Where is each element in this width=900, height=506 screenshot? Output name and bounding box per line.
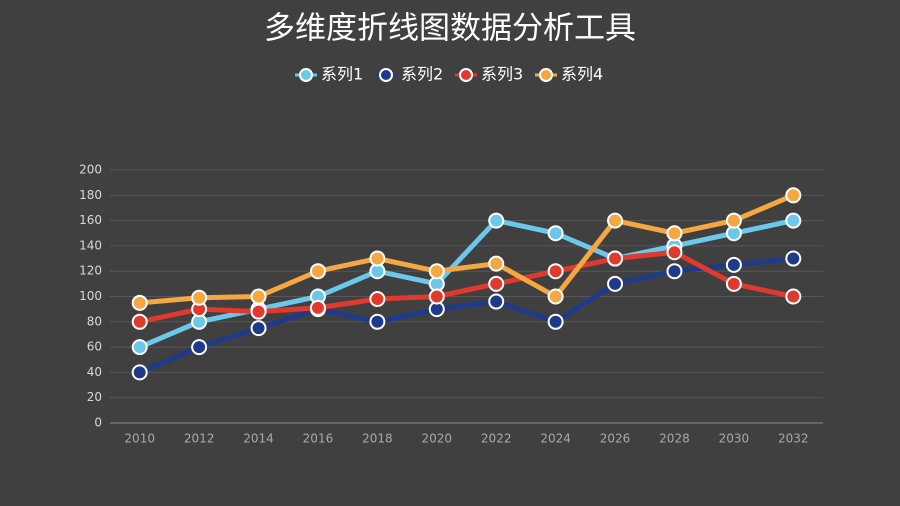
data-point [131,313,148,330]
series-line [139,192,795,306]
data-point [607,250,624,267]
legend-marker [299,68,313,82]
data-point [725,256,742,273]
data-point [666,244,683,261]
data-point [607,212,624,229]
data-point [428,288,445,305]
x-tick-label: 2010 [124,432,155,446]
y-tick-label: 0 [94,416,102,430]
y-tick-label: 140 [79,238,102,252]
data-point [666,225,683,242]
data-point [250,320,267,337]
data-point [785,288,802,305]
data-point [131,364,148,381]
y-tick-label: 80 [87,314,102,328]
x-tick-label: 2014 [243,432,274,446]
data-point [191,289,208,306]
data-point [607,275,624,292]
y-tick-label: 120 [79,264,102,278]
data-point [547,313,564,330]
x-tick-label: 2030 [719,432,750,446]
series-line [138,256,794,375]
data-point [725,212,742,229]
y-tick-label: 40 [87,365,102,379]
data-point [309,299,326,316]
legend-marker [539,68,553,82]
x-tick-label: 2026 [600,432,631,446]
data-point [488,212,505,229]
y-tick-label: 20 [87,390,102,404]
data-point [191,339,208,356]
data-point [785,212,802,229]
y-tick-label: 200 [79,163,102,177]
x-tick-label: 2032 [778,432,809,446]
y-tick-label: 180 [79,188,102,202]
x-tick-label: 2022 [481,432,512,446]
data-point [250,288,267,305]
data-point [547,263,564,280]
series-line [139,249,794,325]
legend-label: 系列3 [481,65,523,84]
x-tick-label: 2016 [303,432,334,446]
legend-label: 系列1 [321,65,363,84]
legend-label: 系列2 [401,65,443,84]
data-point [666,263,683,280]
data-point [428,263,445,280]
data-point [725,275,742,292]
data-point [369,313,386,330]
chart-title: 多维度折线图数据分析工具 [264,11,636,47]
legend-label: 系列4 [561,65,603,84]
data-point [369,291,386,308]
data-point [785,250,802,267]
y-tick-label: 60 [87,340,102,354]
data-point [785,187,802,204]
x-tick-label: 2018 [362,432,393,446]
legend-marker [459,68,473,82]
y-tick-label: 160 [79,213,102,227]
x-tick-label: 2024 [540,432,571,446]
data-point [547,288,564,305]
data-point [547,225,564,242]
x-tick-label: 2012 [184,432,215,446]
x-tick-label: 2020 [422,432,453,446]
data-point [488,275,505,292]
data-point [131,294,148,311]
y-tick-label: 100 [79,289,102,303]
data-point [369,250,386,267]
data-point [250,303,267,320]
data-point [309,263,326,280]
x-tick-label: 2028 [659,432,690,446]
data-point [131,339,148,356]
legend-marker [379,68,393,82]
data-point [488,255,505,272]
data-point [488,293,505,310]
